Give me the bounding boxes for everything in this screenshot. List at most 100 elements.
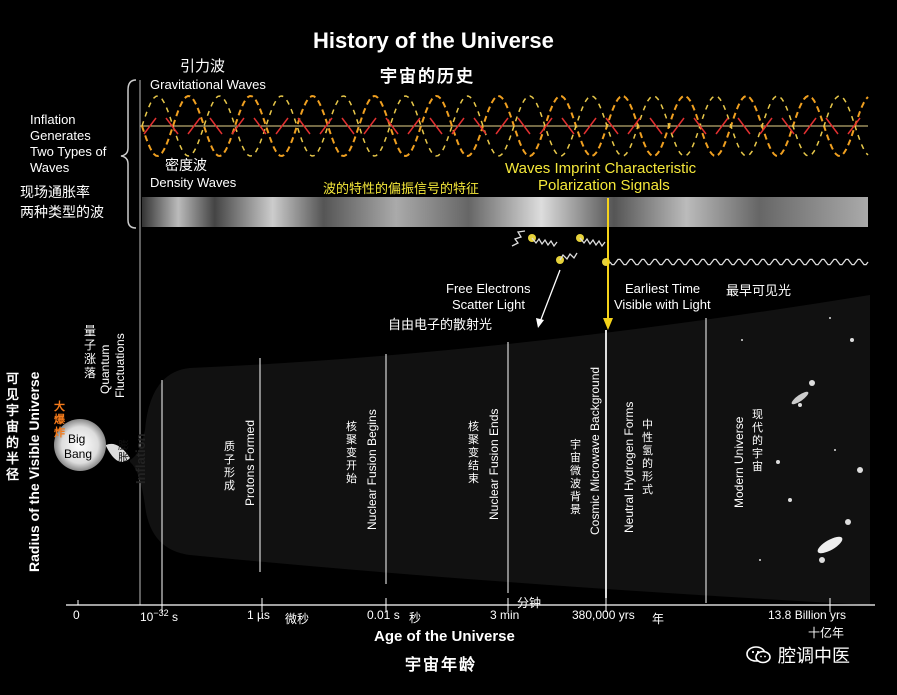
wave-arrow xyxy=(759,117,773,135)
wave-arrow xyxy=(429,117,443,135)
x-axis-en: Age of the Universe xyxy=(374,628,515,645)
wave-arrow xyxy=(781,117,795,135)
wave-arrow xyxy=(407,117,421,135)
wave-arrow xyxy=(143,117,157,135)
wave-arrow xyxy=(605,117,619,135)
polar-en2: Polarization Signals xyxy=(538,177,670,194)
tick-1-unit: s xyxy=(171,610,178,624)
tick-2-cn: 微秒 xyxy=(285,612,310,626)
bigbang-en1: Big xyxy=(68,432,86,446)
title-cn: 宇宙的历史 xyxy=(380,67,475,87)
inflation-cn: 膨胀 xyxy=(118,439,129,464)
wave-arrow xyxy=(165,117,179,135)
wave-arrow xyxy=(451,117,465,135)
wave-arrow xyxy=(495,117,509,135)
wave-arrow xyxy=(297,117,311,135)
infgen-1: Inflation xyxy=(30,112,76,127)
bigbang-cn: 大爆炸 xyxy=(54,400,65,439)
title-en: History of the Universe xyxy=(313,28,554,53)
tick-5-cn: 年 xyxy=(652,612,665,626)
wave-arrow xyxy=(561,117,575,135)
wave-arrow xyxy=(693,117,707,135)
grav-en: Gravitational Waves xyxy=(150,77,266,92)
tick-1-exp: −32 xyxy=(153,608,169,618)
infgen-4: Waves xyxy=(30,160,70,175)
wave-arrow xyxy=(803,117,817,135)
band-en-1: Nuclear Fusion Begins xyxy=(365,409,379,530)
density-cn: 密度波 xyxy=(165,158,207,174)
wave-arrow xyxy=(649,117,663,135)
band-en-3: Cosmic Microwave Background xyxy=(588,366,602,535)
y-axis-cn: 可见宇宙的半径 xyxy=(6,372,20,483)
wave-arrow xyxy=(319,117,333,135)
tick-1-base: 10 xyxy=(140,610,154,624)
watermark-text: 腔调中医 xyxy=(778,646,850,667)
wave-arrow xyxy=(627,117,641,135)
galaxy-star xyxy=(788,498,792,502)
free-e-en1: Free Electrons xyxy=(446,281,531,296)
x-axis-cn: 宇宙年龄 xyxy=(405,655,478,674)
tick-4-cn: 分钟 xyxy=(517,596,542,610)
bigbang-en2: Bang xyxy=(64,447,93,461)
wave-arrow xyxy=(385,117,399,135)
free-e-cn: 自由电子的散射光 xyxy=(388,318,493,333)
tick-4: 3 min xyxy=(490,608,520,622)
wave-arrow xyxy=(275,117,289,135)
galaxy-star xyxy=(857,467,863,473)
infgen-cn1: 现场通胀率 xyxy=(20,185,90,201)
wave-arrow xyxy=(539,117,553,135)
band-cn-5: 现代的宇宙 xyxy=(752,408,763,473)
earliest-cn: 最早可见光 xyxy=(726,284,792,299)
quantum-en1: Quantum xyxy=(98,344,112,394)
wave-arrow xyxy=(473,117,487,135)
wave-arrow xyxy=(231,117,245,135)
galaxy-star xyxy=(776,460,780,464)
galaxy-star xyxy=(834,449,836,451)
polar-cn: 波的特性的偏振信号的特征 xyxy=(323,182,480,197)
galaxy-star xyxy=(759,559,761,561)
wave-arrow xyxy=(363,117,377,135)
wave-arrow xyxy=(517,117,531,135)
wave-arrow xyxy=(341,117,355,135)
wave-arrow xyxy=(737,117,751,135)
infgen-3: Two Types of xyxy=(30,144,107,159)
tick-6: 13.8 Billion yrs xyxy=(768,608,847,622)
watermark: 腔调中医 xyxy=(746,642,850,668)
earliest-en1: Earliest Time xyxy=(625,281,701,296)
band-en-0: Protons Formed xyxy=(243,419,257,506)
band-en-5: Modern Universe xyxy=(732,416,746,508)
galaxy-star xyxy=(798,403,802,407)
wave-arrow xyxy=(583,117,597,135)
galaxy-star xyxy=(741,339,743,341)
infgen-2: Generates xyxy=(30,128,91,143)
tick-5: 380,000 yrs xyxy=(572,608,635,622)
band-cn-2: 核聚变结束 xyxy=(468,420,479,485)
quantum-en2: Fluctuations xyxy=(113,333,127,398)
infgen-cn2: 两种类型的波 xyxy=(20,205,104,221)
quantum-cn: 量子涨落 xyxy=(84,324,97,380)
tick-6-cn: 十亿年 xyxy=(808,626,845,640)
tick-3-cn: 秒 xyxy=(409,611,422,625)
galaxy-star xyxy=(829,317,831,319)
band-cn-4: 中性氢的形式 xyxy=(642,418,653,496)
band-cn-1: 核聚变开始 xyxy=(346,420,357,485)
wave-arrow xyxy=(253,117,267,135)
polar-en1: Waves Imprint Characteristic xyxy=(505,160,697,177)
wave-arrow xyxy=(847,117,861,135)
galaxy-star xyxy=(819,557,825,563)
wave-arrow xyxy=(209,117,223,135)
wave-arrow xyxy=(825,117,839,135)
free-e-en2: Scatter Light xyxy=(452,297,525,312)
band-cn-3: 宇宙微波背景 xyxy=(570,438,581,516)
scatter-illustration xyxy=(511,230,869,266)
galaxy-star xyxy=(817,536,843,554)
wechat-icon xyxy=(746,645,772,665)
tick-1: 10−32 s xyxy=(140,608,178,624)
inflation-en: Inflation xyxy=(133,433,148,484)
grav-cn: 引力波 xyxy=(180,57,226,75)
galaxy-star xyxy=(850,338,854,342)
galaxy-star xyxy=(809,380,815,386)
wave-arrow xyxy=(715,117,729,135)
tick-2: 1 µs xyxy=(247,608,270,622)
earliest-en2: Visible with Light xyxy=(614,297,711,312)
